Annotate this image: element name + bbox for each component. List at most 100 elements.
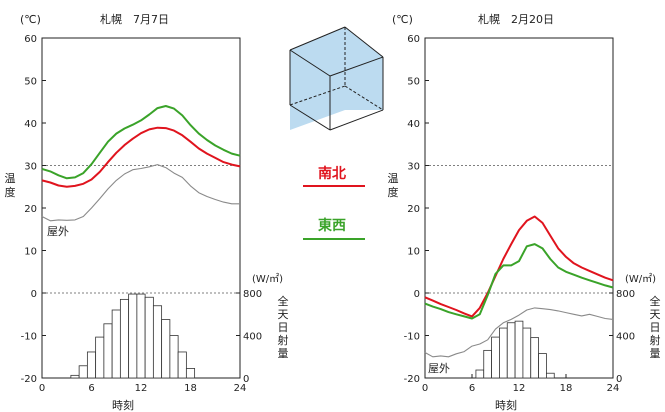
left-ytick-label: 20 [24, 204, 37, 215]
left-ytick-label: -10 [21, 332, 37, 343]
right-series-line [424, 243, 614, 320]
right-radiation-ytick-label: 400 [616, 332, 635, 343]
left-radiation-bar [86, 351, 97, 379]
right-series-line [424, 215, 614, 318]
right-radiation-bar [506, 322, 516, 379]
right-radiation-ytick-label: 800 [616, 289, 635, 300]
left-xtick-label: 12 [135, 383, 148, 394]
right-xtick-label: 24 [607, 383, 620, 394]
left-radiation-bar [144, 296, 154, 379]
legend-ns-label: 南北 [318, 165, 346, 182]
cube-hidden-edge [344, 85, 384, 111]
cube-left-face [290, 27, 345, 130]
left-radiation-ylabel-char: 天 [278, 308, 289, 321]
left-radiation-unit: (W/㎡) [252, 273, 283, 285]
right-ytick-label: 20 [407, 204, 420, 215]
cube-edge [329, 109, 384, 131]
right-xtick-label: 18 [560, 383, 573, 394]
right-ytick-label: 30 [407, 162, 420, 173]
right-ytick-label: 40 [407, 119, 420, 130]
left-radiation-bar [152, 305, 163, 379]
right-radiation-ylabel-char: 全 [650, 294, 661, 308]
right-radiation-ylabel-char: 射 [650, 333, 661, 347]
left-ylabel-char: 度 [5, 185, 16, 199]
legend-ew-label: 東西 [318, 217, 346, 234]
left-xtick-label: 0 [39, 383, 45, 394]
right-radiation-ytick-label: 0 [616, 374, 622, 385]
left-ylabel-char: 温 [5, 172, 16, 185]
left-radiation-bar [119, 298, 130, 379]
right-ylabel-char: 温 [388, 172, 399, 185]
right-series-line [424, 307, 614, 358]
right-ytick-label: -10 [404, 332, 420, 343]
left-xtick-label: 24 [234, 383, 247, 394]
left-series-line [41, 105, 241, 180]
chart-right: (℃) 札幌 2月20日 (W/㎡) 時刻 -20 -10 0 10 20 30 40 50 6… [388, 12, 661, 412]
left-ytick-label: -20 [21, 374, 37, 385]
right-radiation-bar [538, 353, 547, 379]
right-outdoor-label: 屋外 [428, 362, 450, 375]
left-radiation-ylabel-char: 全 [278, 294, 289, 308]
right-ylabel-char: 度 [388, 185, 399, 199]
left-series-line [41, 126, 241, 188]
cube-edge [289, 49, 331, 77]
right-ytick-label: 0 [414, 289, 420, 300]
right-xlabel: 時刻 [495, 398, 517, 412]
right-radiation-ylabel-char: 日 [650, 321, 661, 334]
left-ytick-label: 10 [24, 247, 37, 258]
legend: 南北 東西 [303, 165, 365, 240]
right-yunit: (℃) [392, 13, 413, 26]
right-ytick-label: -20 [404, 374, 420, 385]
left-radiation-bar [136, 293, 146, 379]
left-radiation-bar [177, 351, 187, 379]
right-radiation-bar [522, 327, 532, 379]
right-radiation-ylabel-char: 量 [650, 347, 661, 360]
right-radiation-ylabel-char: 天 [650, 308, 661, 321]
right-xtick-label: 0 [422, 383, 428, 394]
cube-edge [289, 26, 346, 51]
left-radiation-bar [70, 374, 80, 379]
right-radiation-bar [530, 337, 539, 379]
chart-left: (℃) 札幌 7月7日 (W/㎡) 時刻 -20-100102030405060… [5, 12, 289, 412]
left-series-line [41, 164, 240, 222]
right-radiation-bar [483, 349, 492, 379]
right-ytick-label: 10 [407, 247, 420, 258]
right-radiation-unit: (W/㎡) [625, 273, 656, 285]
right-xtick-label: 6 [469, 383, 475, 394]
right-radiation-bar [546, 372, 555, 379]
right-radiation-bar [491, 336, 500, 379]
left-radiation-ytick-label: 400 [243, 332, 262, 343]
left-ytick-label: 30 [24, 162, 37, 173]
left-ytick-label: 40 [24, 119, 37, 130]
left-radiation-ytick-label: 800 [243, 289, 262, 300]
left-chart-title: 札幌 7月7日 [100, 12, 169, 26]
left-ytick-label: 0 [31, 289, 37, 300]
cube-edge [289, 104, 331, 131]
right-chart-title: 札幌 2月20日 [478, 12, 554, 26]
right-ytick-label: 60 [407, 34, 420, 45]
cube-edge [344, 26, 384, 58]
room-box-illustration [289, 26, 384, 131]
cube-back-face [345, 27, 383, 110]
left-radiation-bar [185, 368, 196, 379]
left-radiation-bar [103, 323, 113, 379]
left-radiation-ytick-label: 0 [243, 374, 249, 385]
left-radiation-ylabel-char: 射 [278, 333, 289, 347]
left-outdoor-label: 屋外 [47, 225, 69, 238]
left-xtick-label: 18 [184, 383, 197, 394]
left-radiation-bar [169, 335, 179, 379]
right-radiation-bar [514, 320, 524, 379]
left-ytick-label: 50 [24, 77, 37, 88]
right-radiation-bar [475, 369, 485, 379]
left-radiation-bar [111, 309, 121, 379]
left-radiation-bar [78, 365, 88, 379]
left-radiation-ylabel-char: 量 [278, 347, 289, 360]
left-radiation-bar [95, 336, 105, 379]
left-radiation-ylabel-char: 日 [278, 321, 289, 334]
left-yunit: (℃) [20, 13, 41, 26]
left-radiation-bar [128, 293, 138, 379]
left-ytick-label: 60 [24, 34, 37, 45]
left-xlabel: 時刻 [112, 398, 134, 412]
left-xtick-label: 6 [88, 383, 94, 394]
left-radiation-bar [161, 319, 171, 379]
